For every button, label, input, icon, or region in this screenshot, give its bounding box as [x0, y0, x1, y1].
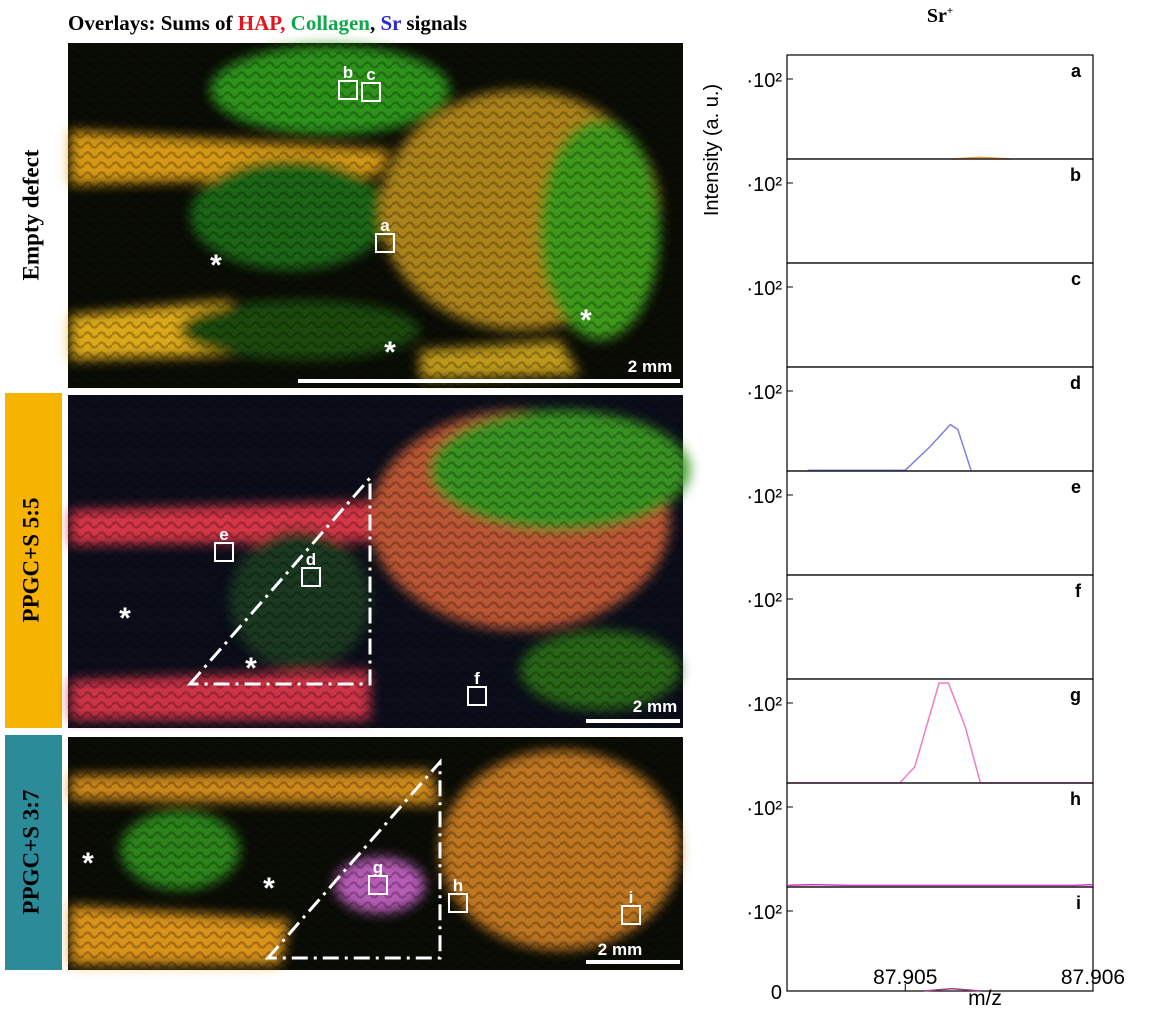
- y-tick-label: ·10²: [746, 278, 782, 300]
- spectrum-line: [807, 423, 972, 471]
- spectrum-line: [923, 987, 981, 992]
- region-box: [448, 893, 468, 913]
- image-panel: [68, 395, 690, 728]
- spectrum-panel: [786, 158, 1094, 264]
- x-tick-label: 87.906: [1061, 966, 1125, 989]
- region-label: a: [380, 216, 390, 235]
- scale-bar-label: 2 mm: [598, 940, 642, 959]
- spectrum-panel: [786, 262, 1094, 368]
- y-tick-label: ·10²: [746, 694, 782, 716]
- region-label: i: [629, 888, 634, 907]
- region-box: [368, 875, 388, 895]
- row-label-bg: [5, 43, 62, 388]
- x-tick-label: 87.905: [873, 966, 937, 989]
- scale-bar-label: 2 mm: [628, 357, 672, 376]
- panel-label: c: [1071, 269, 1081, 289]
- asterisk: *: [263, 872, 275, 905]
- asterisk: *: [119, 602, 131, 635]
- panel-label: f: [1075, 581, 1082, 601]
- spectrum-panel: [786, 886, 1094, 992]
- region-label: b: [343, 63, 353, 82]
- panel-label: h: [1070, 789, 1081, 809]
- image-panel: [68, 43, 683, 388]
- spectrum-panel: [786, 678, 1094, 784]
- title-part: HAP,: [238, 11, 286, 35]
- y-tick-label: 0: [771, 982, 782, 1004]
- panel-label: i: [1076, 893, 1081, 913]
- y-tick-label: ·10²: [746, 798, 782, 820]
- scale-bar-label: 2 mm: [633, 697, 677, 716]
- asterisk: *: [580, 304, 592, 337]
- spectrum-line: [786, 883, 1094, 887]
- region-label: g: [373, 858, 383, 877]
- y-tick-label: ·10²: [746, 590, 782, 612]
- region-box: [361, 82, 381, 102]
- y-tick-label: ·10²: [746, 486, 782, 508]
- spectra-title: Sr+: [927, 5, 953, 27]
- y-tick-label: ·10²: [746, 902, 782, 924]
- spectrum-panel: [786, 574, 1094, 680]
- asterisk: *: [82, 847, 94, 880]
- y-axis-label: Intensity (a. u.): [701, 84, 723, 216]
- region-box: [621, 905, 641, 925]
- y-tick-label: ·10²: [746, 382, 782, 404]
- region-box: [338, 80, 358, 100]
- title-part: Overlays: Sums of: [68, 11, 238, 35]
- region-box: [214, 542, 234, 562]
- region-box: [375, 233, 395, 253]
- row-label-bg: [5, 735, 62, 970]
- row-label: PPGC+S 5:5: [18, 498, 43, 623]
- title-part: Sr: [375, 11, 401, 35]
- asterisk: *: [384, 336, 396, 369]
- y-tick-label: ·10²: [746, 70, 782, 92]
- title-part: ,: [370, 11, 375, 35]
- region-label: c: [366, 65, 375, 84]
- title-part: Collagen: [285, 11, 370, 35]
- panel-label: a: [1071, 61, 1082, 81]
- row-label: PPGC+S 3:7: [18, 790, 43, 915]
- panel-label: e: [1071, 477, 1081, 497]
- region-box: [467, 686, 487, 706]
- spectrum-panel: [786, 366, 1094, 472]
- asterisk: *: [210, 249, 222, 282]
- panel-label: b: [1070, 165, 1081, 185]
- region-label: f: [474, 669, 480, 688]
- spectrum-panel: [786, 54, 1094, 160]
- panel-label: d: [1070, 373, 1081, 393]
- region-label: h: [453, 876, 463, 895]
- row-label: Empty defect: [18, 149, 43, 280]
- spectrum-panel: [786, 470, 1094, 576]
- x-axis-label: m/z: [968, 987, 1002, 1010]
- region-label: d: [306, 550, 316, 569]
- row-label-bg: [5, 393, 62, 728]
- title-part: signals: [401, 11, 467, 35]
- spectrum-panel: [786, 782, 1094, 888]
- region-box: [301, 567, 321, 587]
- figure-title: Overlays: Sums of HAP, Collagen, Sr sign…: [68, 11, 467, 35]
- panel-label: g: [1070, 685, 1081, 705]
- asterisk: *: [245, 652, 257, 685]
- spectrum-line: [787, 682, 1093, 784]
- y-tick-label: ·10²: [746, 174, 782, 196]
- region-label: e: [219, 525, 228, 544]
- image-panel: [68, 737, 683, 970]
- spectra-title-sup: +: [947, 5, 953, 17]
